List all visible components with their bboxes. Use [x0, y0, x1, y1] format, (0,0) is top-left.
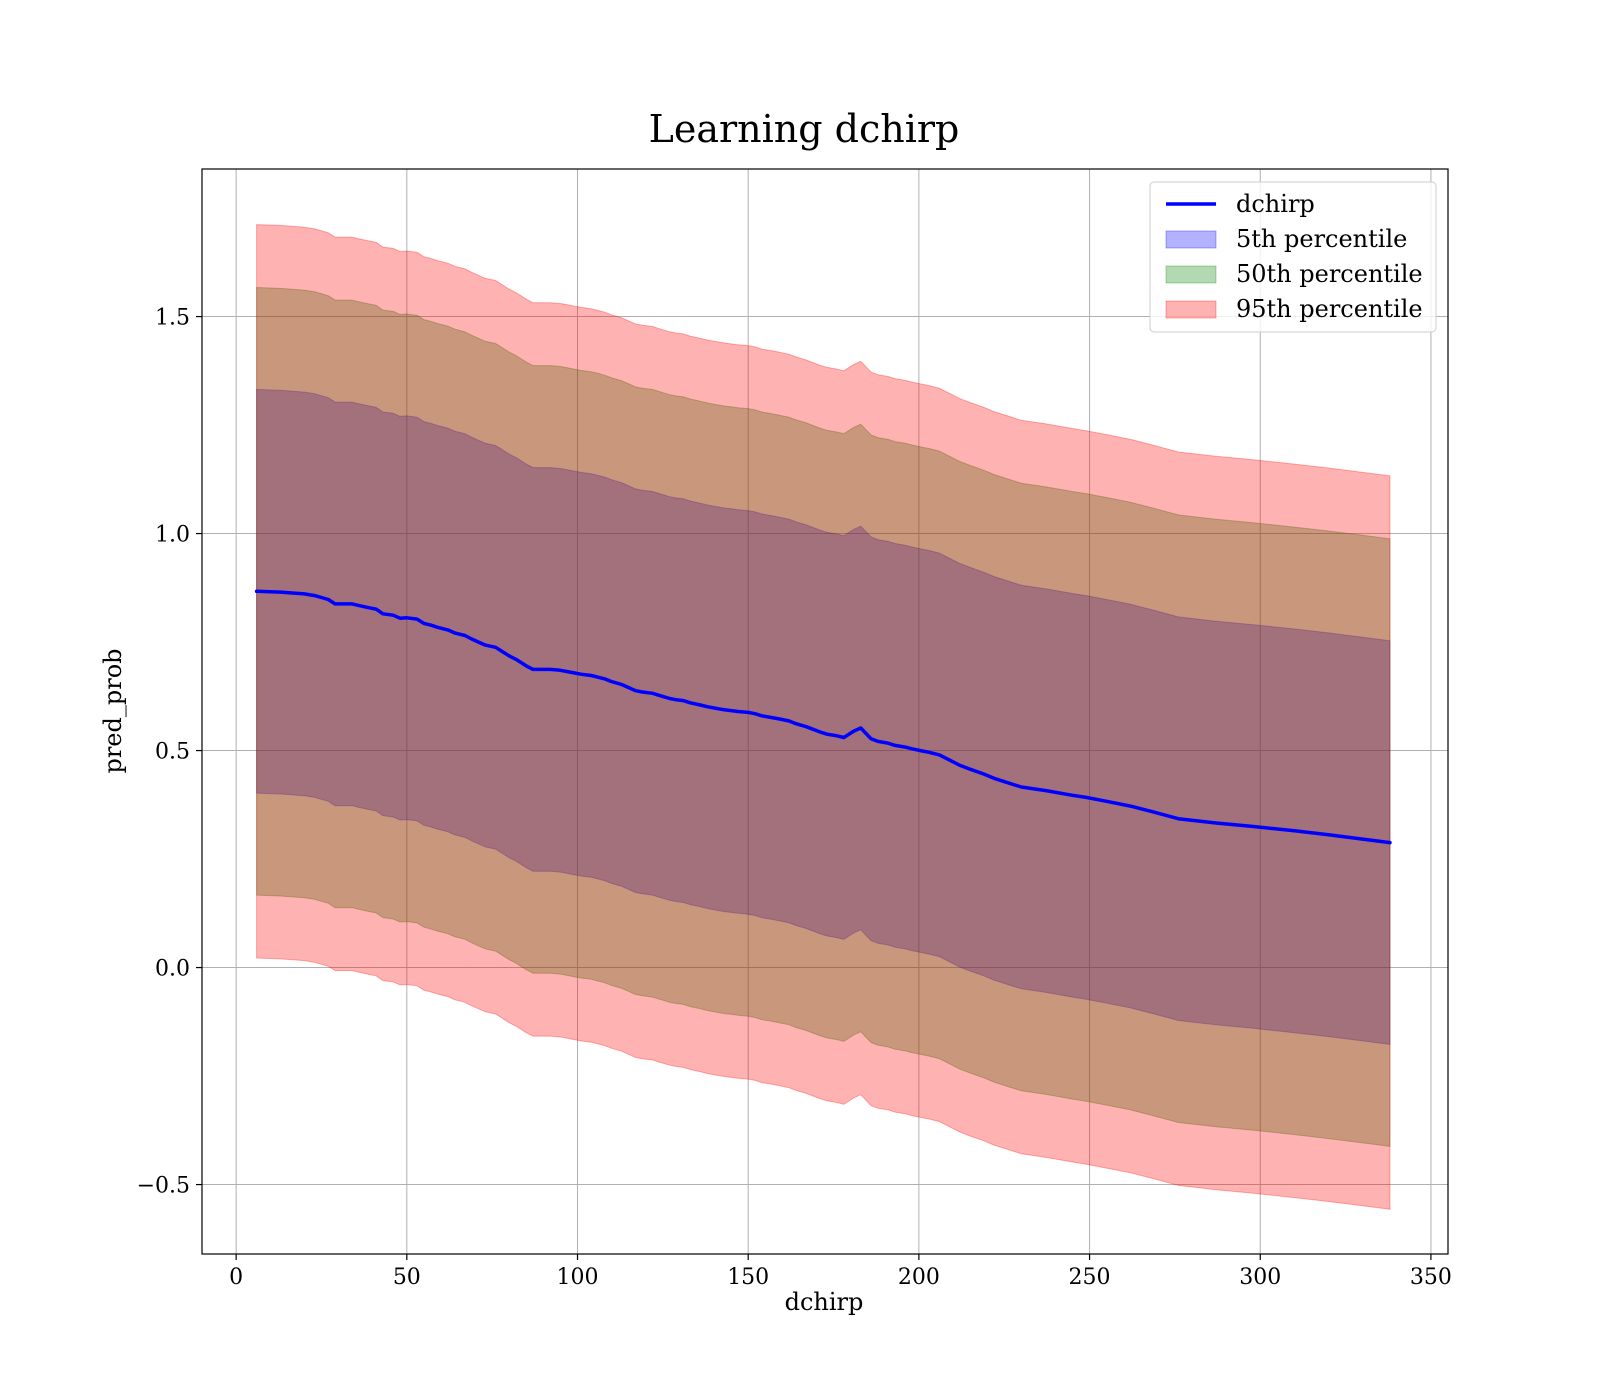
y-tick-label: 1.0	[155, 523, 190, 548]
legend-box	[1149, 181, 1437, 333]
band-95th-percentile	[256, 224, 1391, 1210]
x-axis-ticks: 0 50 100 150 200 250 300 350	[229, 1254, 1452, 1290]
legend-label: dchirp	[1236, 190, 1315, 218]
y-tick-label: −0.5	[137, 1174, 190, 1199]
legend-swatch-patch	[1165, 230, 1217, 249]
y-tick-label: 1.5	[155, 306, 190, 331]
legend-label: 95th percentile	[1236, 295, 1423, 323]
band-layer	[256, 224, 1391, 1210]
legend: dchirp 5th percentile 50th percentile 95th …	[1149, 181, 1437, 333]
y-tick-label: 0.5	[155, 740, 190, 765]
series-line-dchirp	[254, 589, 1392, 845]
x-tick-label: 350	[1410, 1265, 1452, 1290]
plot-frame	[201, 168, 1449, 1255]
x-tick-label: 200	[898, 1265, 940, 1290]
x-axis-label: dchirp	[785, 1288, 864, 1316]
y-tick-label: 0.0	[155, 957, 190, 982]
x-tick-label: 0	[229, 1265, 243, 1290]
x-tick-label: 100	[557, 1265, 599, 1290]
y-axis-label: pred_prob	[99, 648, 127, 773]
band-50th-percentile	[256, 286, 1391, 1147]
legend-swatch-patch	[1165, 300, 1217, 319]
chart-title: Learning dchirp	[649, 107, 960, 151]
x-tick-label: 250	[1069, 1265, 1111, 1290]
x-tick-label: 150	[727, 1265, 769, 1290]
band-5th-percentile	[256, 388, 1391, 1045]
x-tick-label: 300	[1239, 1265, 1281, 1290]
x-tick-label: 50	[393, 1265, 421, 1290]
line-layer	[254, 589, 1392, 845]
legend-label: 50th percentile	[1236, 260, 1423, 288]
y-axis-ticks: −0.5 0.0 0.5 1.0 1.5	[137, 306, 202, 1199]
legend-label: 5th percentile	[1236, 225, 1407, 253]
legend-swatch-patch	[1165, 265, 1217, 284]
